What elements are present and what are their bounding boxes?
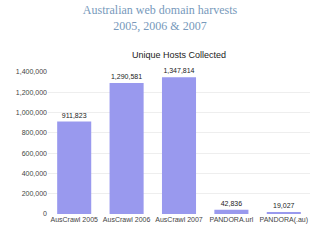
svg-text:1,200,000: 1,200,000 [16, 89, 47, 96]
svg-text:PANDORA(.au): PANDORA(.au) [260, 216, 309, 224]
svg-text:42,836: 42,836 [221, 200, 243, 207]
svg-text:1,290,581: 1,290,581 [111, 73, 142, 80]
svg-text:800,000: 800,000 [22, 129, 47, 136]
svg-text:1,000,000: 1,000,000 [16, 109, 47, 116]
svg-text:400,000: 400,000 [22, 170, 47, 177]
svg-text:600,000: 600,000 [22, 150, 47, 157]
svg-text:1,347,814: 1,347,814 [163, 67, 194, 74]
svg-text:1,400,000: 1,400,000 [16, 68, 47, 75]
svg-text:AusCrawl 2006: AusCrawl 2006 [103, 216, 151, 223]
svg-text:AusCrawl 2007: AusCrawl 2007 [155, 216, 203, 223]
svg-text:200,000: 200,000 [22, 190, 47, 197]
svg-text:PANDORA.url: PANDORA.url [209, 216, 253, 223]
svg-text:911,823: 911,823 [62, 112, 87, 119]
svg-text:0: 0 [43, 210, 47, 217]
svg-text:AusCrawl 2005: AusCrawl 2005 [50, 216, 98, 223]
svg-text:Australian web domain harvests: Australian web domain harvests2005, 2006… [83, 3, 238, 33]
svg-text:Unique Hosts Collected: Unique Hosts Collected [132, 50, 226, 60]
svg-text:19,027: 19,027 [273, 202, 295, 209]
